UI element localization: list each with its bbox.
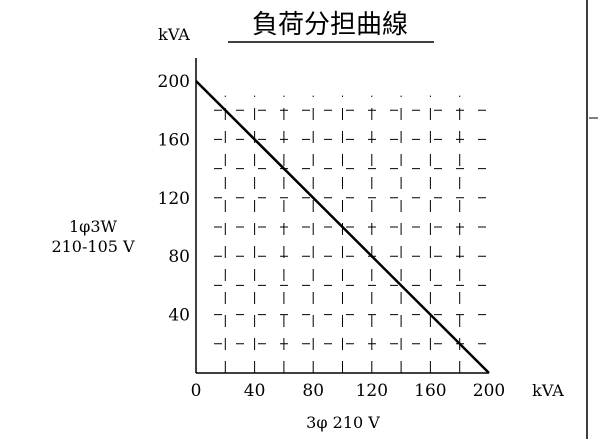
- x-axis-unit: kVA: [532, 381, 564, 400]
- y-tick-label-40: 40: [168, 306, 190, 326]
- y-tick-label-80: 80: [168, 247, 190, 267]
- tick-labels: 0 40 80 120 160 200 40 80 120 160 200: [158, 72, 506, 401]
- y-axis-label-line-1: 1φ3W: [69, 217, 118, 236]
- y-tick-label-160: 160: [158, 130, 190, 150]
- x-tick-label-80: 80: [302, 381, 324, 401]
- x-axis-label: 3φ 210 V: [306, 413, 380, 432]
- x-tick-label-200: 200: [473, 381, 505, 401]
- x-tick-label-0: 0: [191, 381, 202, 401]
- x-tick-label-120: 120: [356, 381, 388, 401]
- x-tick-label-160: 160: [414, 381, 446, 401]
- y-axis-label-line-2: 210-105 V: [51, 237, 135, 256]
- text-layer: 負荷分担曲線 kVA kVA 1φ3W 210-105 V 3φ 210 V: [51, 10, 564, 432]
- chart-title: 負荷分担曲線: [252, 10, 408, 40]
- frame-layer: [587, 0, 598, 439]
- x-tick-label-40: 40: [244, 381, 266, 401]
- y-axis-unit: kVA: [158, 25, 190, 44]
- y-tick-label-200: 200: [158, 72, 190, 92]
- y-tick-label-120: 120: [158, 189, 190, 209]
